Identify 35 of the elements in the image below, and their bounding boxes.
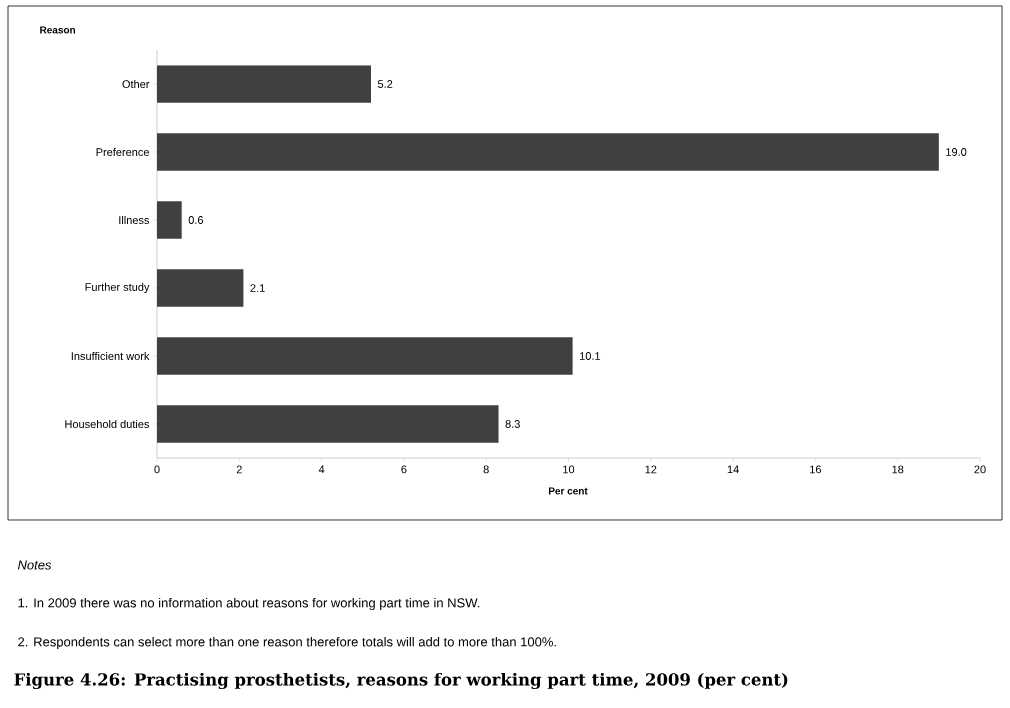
bar <box>157 65 371 103</box>
y-tick-label: Other <box>122 79 150 89</box>
data-label: 10.1 <box>579 352 601 360</box>
x-tick-label: 12 <box>645 465 657 474</box>
y-axis-title: Reason <box>40 26 76 34</box>
bar <box>157 269 244 307</box>
y-tick-label: Insufficient work <box>71 351 150 361</box>
x-tick-label: 0 <box>154 465 160 474</box>
data-label: 19.0 <box>946 148 967 156</box>
x-tick-label: 16 <box>810 465 822 474</box>
bar <box>157 405 499 443</box>
text: 1. In 2009 there was no information about reasons for working part time in NSW. <box>18 597 480 611</box>
y-tick-label: Household duties <box>65 419 150 429</box>
text: Notes <box>17 560 52 570</box>
x-tick-label: 2 <box>236 465 242 474</box>
bar <box>157 337 573 375</box>
x-tick-label: 8 <box>483 465 489 474</box>
y-tick-label: Illness <box>119 215 150 225</box>
x-tick-label: 20 <box>974 465 986 474</box>
y-tick-label: Further study <box>85 282 150 294</box>
x-tick-label: 6 <box>401 465 407 474</box>
x-tick-label: 14 <box>727 465 739 474</box>
data-label: 8.3 <box>505 420 520 428</box>
bar <box>157 201 182 239</box>
data-label: 2.1 <box>250 284 265 292</box>
x-axis-title: Per cent <box>548 487 588 495</box>
bar <box>157 133 939 171</box>
text: 2. Respondents can select more than one reason therefore totals will add to more than 100%. <box>18 636 556 650</box>
y-tick-label: Preference <box>96 147 149 157</box>
x-tick-label: 18 <box>892 465 904 474</box>
data-label: 5.2 <box>377 80 393 88</box>
x-tick-label: 4 <box>318 465 325 474</box>
text: Figure 4.26: Practising prosthetists, reasons for working part time, 2009 (per cent) <box>14 672 788 690</box>
data-label: 0.6 <box>188 216 204 224</box>
x-tick-label: 10 <box>563 465 575 474</box>
